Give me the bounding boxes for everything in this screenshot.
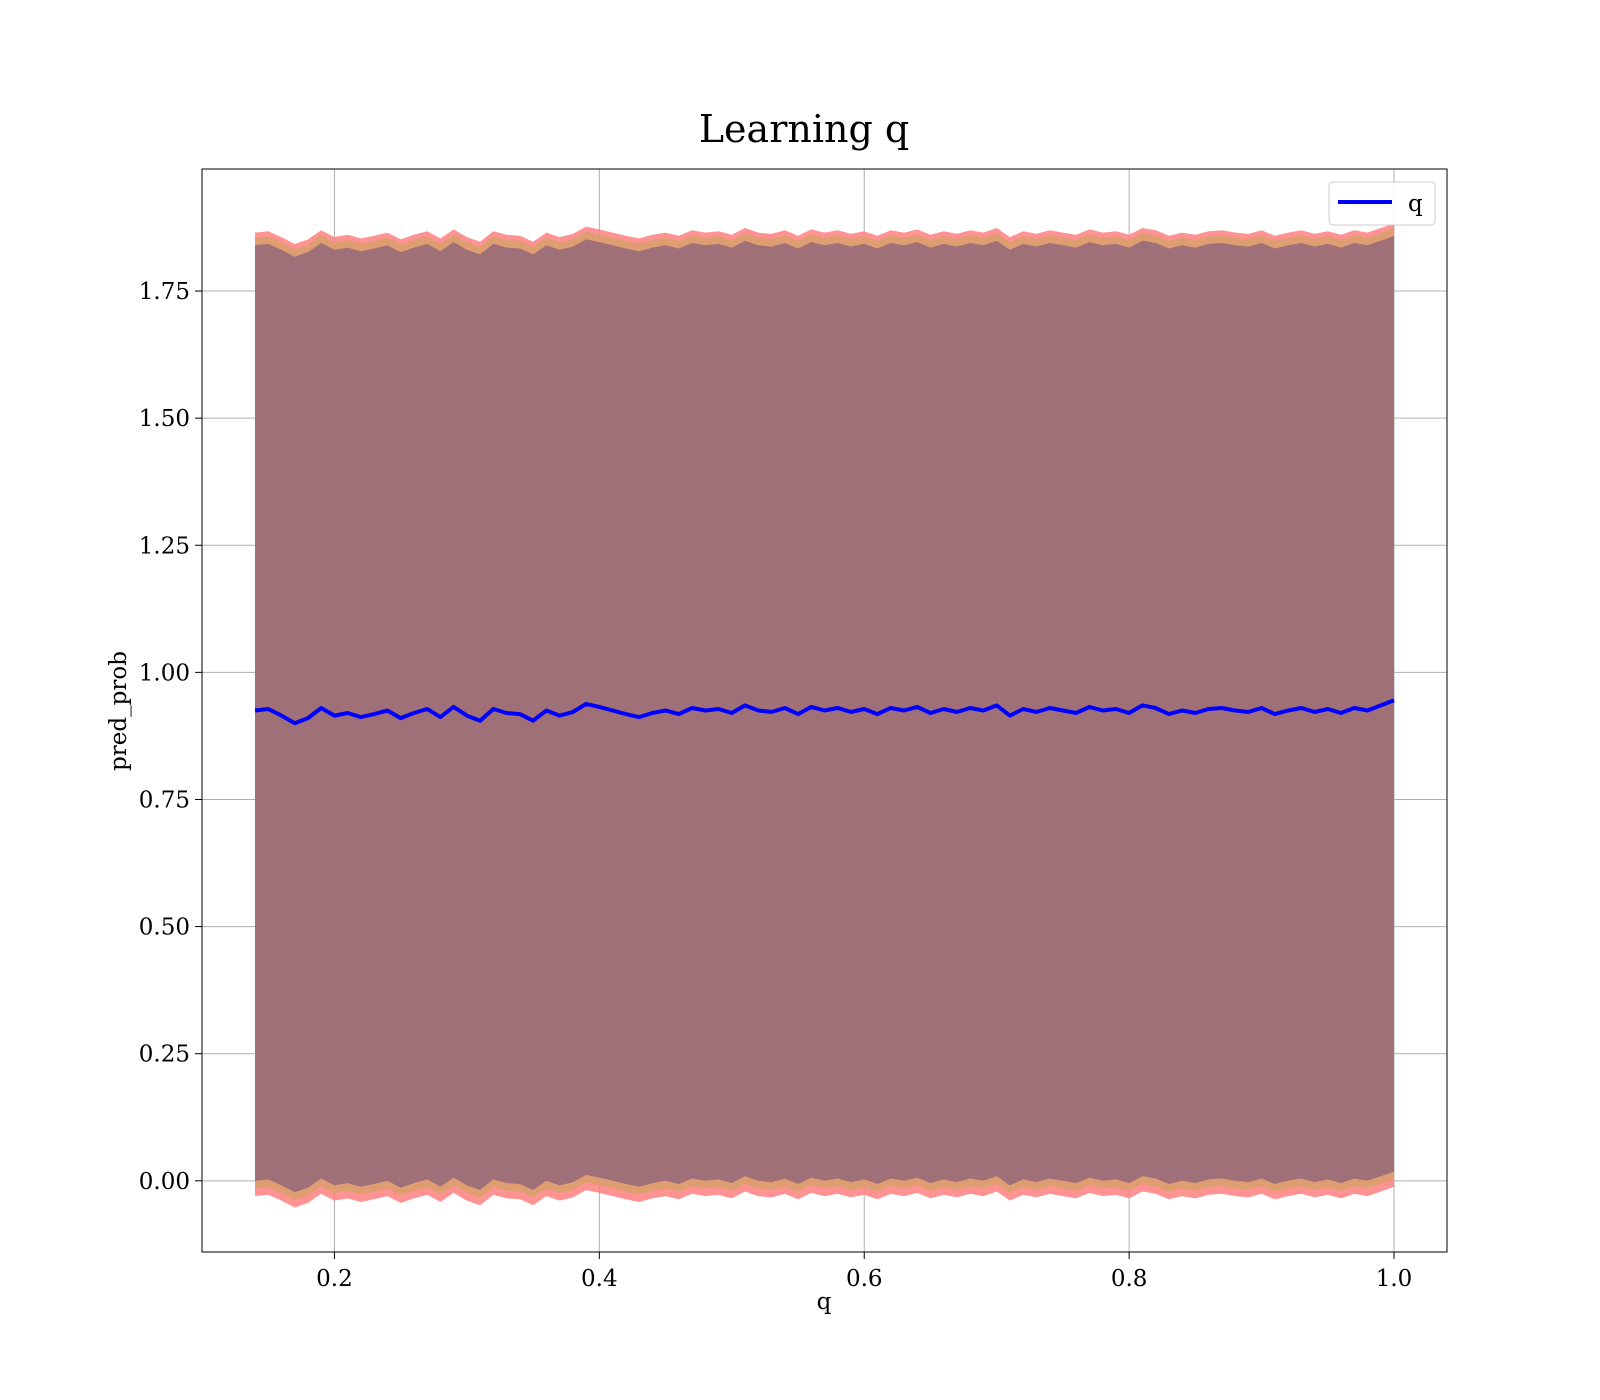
plot-frame — [201, 168, 1448, 1253]
y-tick-label: 0.75 — [139, 787, 190, 813]
y-axis-label: pred_prob — [106, 651, 132, 771]
y-tick-label: 1.00 — [139, 660, 190, 686]
legend-label-q: q — [1408, 191, 1423, 217]
series-line-q — [254, 698, 1395, 726]
y-axis-ticks: 0.00 0.25 0.50 0.75 1.00 1.25 1.50 1.75 — [139, 279, 202, 1195]
x-tick-label: 1.0 — [1376, 1266, 1413, 1292]
confidence-bands — [255, 223, 1394, 1208]
chart-title: Learning q — [699, 107, 909, 151]
y-tick-label: 1.75 — [139, 279, 190, 305]
x-axis-ticks: 0.2 0.4 0.6 0.8 1.0 — [316, 1252, 1412, 1292]
x-axis-label: q — [817, 1289, 832, 1315]
y-tick-label: 0.25 — [139, 1042, 190, 1068]
x-tick-label: 0.8 — [1111, 1266, 1148, 1292]
y-tick-label: 0.50 — [139, 915, 190, 941]
confidence-band-2 — [255, 236, 1394, 1193]
series-lines — [254, 698, 1395, 726]
x-tick-label: 0.2 — [316, 1266, 353, 1292]
y-tick-label: 1.50 — [139, 406, 190, 432]
y-tick-label: 1.25 — [139, 533, 190, 559]
legend: q — [1328, 181, 1436, 226]
y-tick-label: 0.00 — [139, 1169, 190, 1195]
x-tick-label: 0.4 — [581, 1266, 618, 1292]
x-tick-label: 0.6 — [846, 1266, 883, 1292]
